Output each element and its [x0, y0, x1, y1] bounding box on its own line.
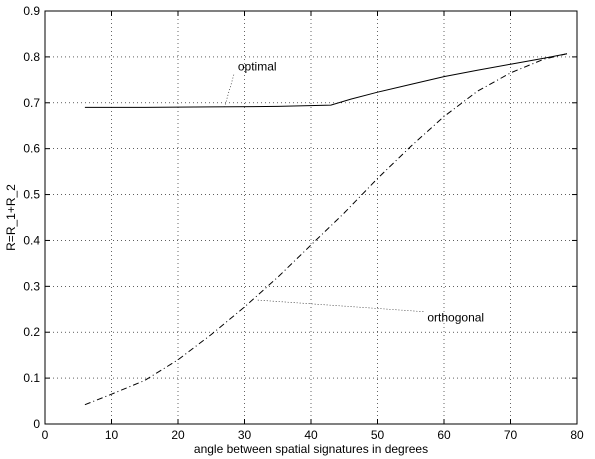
y-tick-label: 0.7: [23, 96, 40, 110]
x-tick-label: 10: [105, 428, 119, 442]
y-tick-label: 0: [33, 417, 40, 431]
y-tick-label: 0.3: [23, 279, 40, 293]
y-tick-label: 0.5: [23, 188, 40, 202]
annotation-pointer: [257, 299, 424, 312]
series-line-optimal: [84, 53, 568, 108]
series-lines: [84, 53, 568, 406]
annotation-label-optimal: optimal: [238, 60, 277, 74]
y-axis-label: R=R_1+R_2: [4, 184, 18, 251]
y-tick-label: 0.8: [23, 50, 40, 64]
y-tick-label: 0.1: [23, 371, 40, 385]
annotations: optimal orthogonal: [224, 60, 484, 325]
x-tick-label: 30: [238, 428, 252, 442]
y-tick-label: 0.2: [23, 325, 40, 339]
x-tick-label: 20: [171, 428, 185, 442]
x-tick-label: 80: [570, 428, 584, 442]
x-tick-label: 50: [371, 428, 385, 442]
annotation-label-orthogonal: orthogonal: [427, 311, 484, 325]
y-tick-label: 0.4: [23, 233, 40, 247]
series-line-orthogonal: [84, 53, 568, 406]
x-tick-label: 70: [504, 428, 518, 442]
grid-lines: [45, 11, 577, 424]
y-tick-label: 0.6: [23, 142, 40, 156]
annotation-pointer: [224, 74, 235, 107]
x-tick-label: 0: [42, 428, 49, 442]
x-tick-label: 60: [437, 428, 451, 442]
x-axis-label: angle between spatial signatures in degr…: [194, 442, 428, 456]
plot-area-frame: [44, 10, 578, 425]
x-tick-label: 40: [304, 428, 318, 442]
y-tick-label: 0.9: [23, 4, 40, 18]
axis-ticks: 0 10 20 30 40 50 60 70 80 0 0.1 0.2 0.3 0.4 0.5 0.6 0.7 0…: [23, 4, 584, 442]
